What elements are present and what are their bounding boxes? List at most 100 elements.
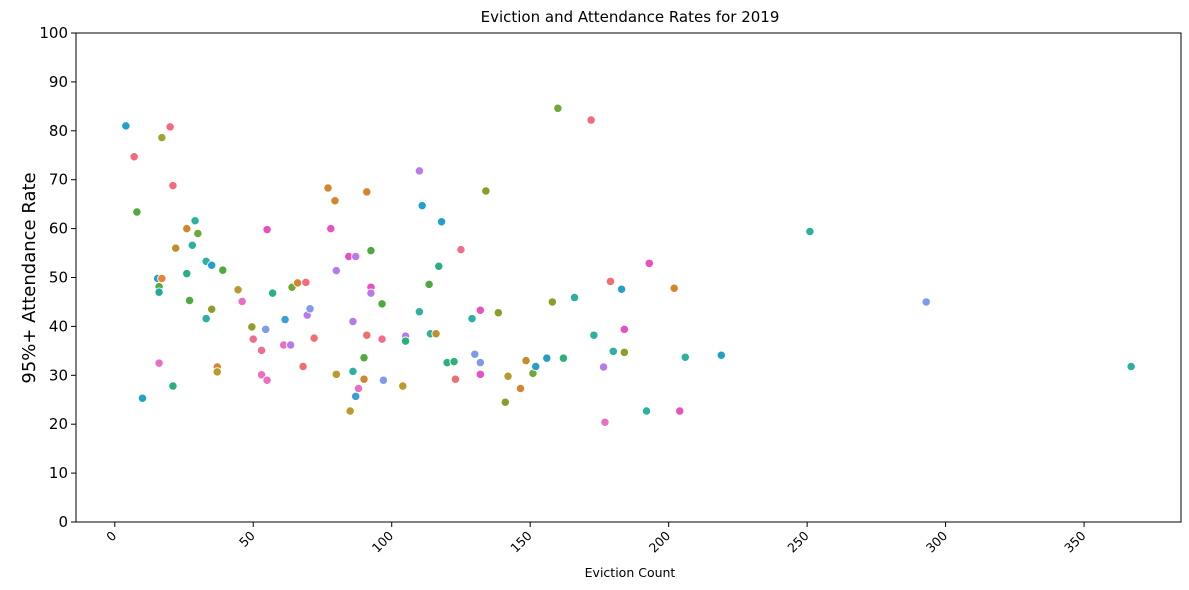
scatter-point: [359, 374, 369, 384]
scatter-point: [616, 284, 627, 294]
scatter-point: [598, 362, 609, 372]
scatter-point: [1126, 361, 1136, 372]
scatter-point: [805, 226, 815, 237]
y-axis-label: 95%+ Attendance Rate: [19, 172, 40, 383]
scatter-point: [680, 352, 690, 362]
scatter-point: [641, 406, 652, 416]
scatter-point: [207, 260, 217, 270]
scatter-point: [467, 313, 477, 324]
y-tick-label: 80: [49, 122, 68, 140]
scatter-point: [521, 355, 531, 366]
scatter-point: [398, 381, 408, 391]
scatter-point: [553, 103, 563, 113]
scatter-point: [212, 367, 222, 377]
scatter-point: [493, 308, 503, 318]
scatter-point: [400, 336, 411, 346]
y-tick-label: 90: [49, 73, 68, 91]
scatter-point: [323, 183, 333, 193]
x-tick-label: 0: [103, 528, 119, 544]
scatter-point: [262, 375, 272, 385]
scatter-point: [261, 324, 271, 334]
x-axis-ticks: 0 50 100 150 200 250 300 350: [103, 522, 1089, 555]
y-axis-ticks: 0 10 20 30 40 50 60 70 80 90 100: [39, 24, 76, 531]
scatter-point: [475, 305, 485, 315]
scatter-point: [531, 361, 541, 372]
scatter-point: [589, 330, 599, 340]
scatter-point: [201, 313, 211, 324]
scatter-point: [353, 383, 364, 394]
scatter-point: [481, 186, 491, 196]
scatter-point: [171, 243, 181, 253]
scatter-point: [165, 122, 175, 132]
scatter-point: [414, 166, 425, 176]
scatter-point: [600, 417, 610, 427]
scatter-point: [137, 393, 148, 403]
scatter-point: [619, 324, 629, 334]
scatter-point: [184, 295, 195, 306]
scatter-point: [569, 292, 580, 303]
scatter-point: [182, 223, 192, 234]
scatter-point: [351, 391, 361, 401]
scatter-point: [345, 406, 355, 416]
scatter-point: [362, 187, 372, 197]
scatter-point: [362, 330, 372, 340]
scatter-point: [414, 307, 425, 317]
scatter-point: [331, 266, 341, 276]
scatter-point: [298, 361, 308, 372]
scatter-point: [434, 261, 444, 271]
scatter-point: [157, 132, 167, 143]
y-tick-label: 30: [49, 366, 68, 384]
scatter-point: [233, 285, 243, 295]
scatter-point: [331, 369, 341, 379]
scatter-point: [154, 287, 164, 297]
scatter-point: [449, 356, 459, 367]
scatter-point: [248, 334, 258, 344]
scatter-point: [475, 357, 485, 368]
scatter-point: [247, 322, 257, 332]
scatter-point: [608, 346, 618, 356]
scatter-point: [256, 345, 267, 356]
scatter-point: [285, 340, 296, 350]
scatter-point: [500, 397, 510, 407]
scatter-point: [542, 353, 552, 363]
scatter-point: [187, 240, 197, 250]
scatter-point: [470, 349, 480, 359]
scatter-point: [605, 276, 616, 287]
x-tick-label: 150: [507, 528, 535, 556]
scatter-point: [547, 297, 557, 307]
scatter-point: [157, 273, 167, 284]
scatter-point: [182, 268, 192, 279]
y-tick-label: 10: [49, 464, 68, 482]
scatter-point: [190, 216, 200, 226]
scatter-point: [129, 152, 139, 162]
x-tick-label: 200: [646, 528, 674, 556]
scatter-point: [168, 180, 178, 191]
scatter-point: [168, 381, 178, 391]
y-tick-label: 0: [58, 513, 68, 531]
scatter-point: [431, 329, 441, 339]
scatter-point: [675, 406, 685, 416]
scatter-point: [309, 333, 319, 343]
scatter-point: [154, 358, 164, 368]
x-tick-label: 100: [369, 528, 397, 556]
scatter-point: [351, 251, 361, 262]
scatter-point: [619, 347, 629, 357]
scatter-point: [424, 279, 434, 289]
x-tick-label: 50: [236, 528, 258, 550]
scatter-point: [267, 288, 278, 298]
scatter-point: [366, 288, 376, 298]
scatter-point: [377, 334, 387, 344]
scatter-point: [586, 115, 596, 125]
scatter-point: [921, 297, 931, 307]
data-points: [121, 103, 1136, 427]
scatter-point: [326, 223, 336, 234]
scatter-point: [456, 244, 466, 255]
x-tick-label: 250: [784, 528, 812, 556]
scatter-point: [669, 283, 679, 293]
y-tick-label: 60: [49, 220, 68, 238]
scatter-point: [305, 304, 315, 314]
scatter-point: [348, 366, 358, 377]
y-tick-label: 70: [49, 171, 68, 189]
y-tick-label: 40: [49, 317, 68, 335]
